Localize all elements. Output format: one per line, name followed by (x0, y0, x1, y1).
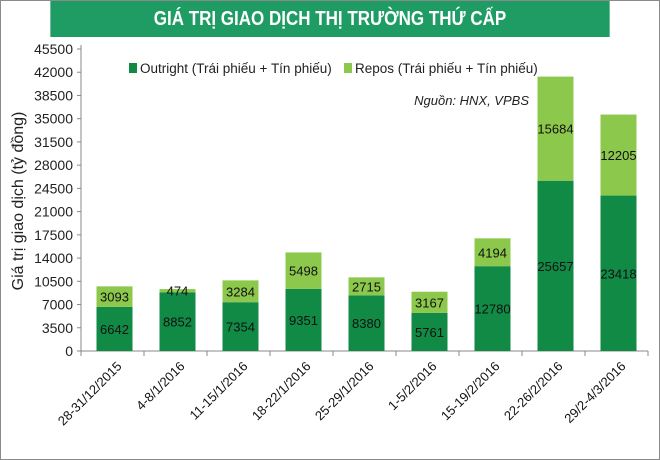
y-tick-label: 35000 (34, 111, 73, 127)
bar-outright (411, 312, 448, 351)
bar-repos (159, 289, 196, 293)
y-tick-label: 42000 (34, 64, 73, 80)
data-label: 3093 (100, 290, 129, 305)
y-tick-label: 45500 (34, 41, 73, 57)
legend-label: Outright (Trái phiếu + Tín phiếu) (140, 61, 332, 76)
bar-outright (537, 180, 574, 351)
data-label: 3167 (415, 295, 444, 310)
data-label: 23418 (600, 266, 636, 281)
x-tick-label: 4-8/1/2016 (133, 359, 188, 414)
data-label: 2715 (352, 279, 381, 294)
legend-swatch (344, 63, 352, 73)
data-label: 6642 (100, 322, 129, 337)
bar-repos (537, 76, 574, 181)
y-tick-label: 24500 (34, 180, 73, 196)
data-label: 8380 (352, 316, 381, 331)
x-tick-label: 28-31/12/2015 (55, 359, 125, 429)
data-label: 12780 (474, 302, 510, 317)
bar-outright (348, 295, 385, 351)
bar-outright (600, 195, 637, 351)
y-tick-label: 7000 (42, 297, 73, 313)
data-label: 3284 (226, 284, 255, 299)
x-tick-label: 1-5/2/2016 (385, 359, 440, 414)
legend-label: Repos (Trái phiếu + Tín phiếu) (355, 61, 538, 76)
bar-outright (159, 292, 196, 351)
bar-repos (285, 252, 322, 289)
data-label: 8852 (163, 315, 192, 330)
y-axis-label: Giá trị giao dịch (tỷ đồng) (10, 112, 27, 291)
bar-repos (222, 280, 259, 303)
y-tick-label: 17500 (34, 227, 73, 243)
x-tick-label: 15-19/2/2016 (438, 359, 503, 424)
y-tick-label: 0 (65, 343, 73, 359)
legend-swatch (129, 63, 137, 73)
data-label: 9351 (289, 313, 318, 328)
x-tick-label: 11-15/1/2016 (187, 359, 251, 423)
y-tick-label: 14000 (34, 250, 73, 266)
data-label: 474 (167, 284, 189, 299)
y-tick-label: 21000 (34, 204, 73, 220)
chart-title: GIÁ TRỊ GIAO DỊCH THỊ TRƯỜNG THỨ CẤP (50, 1, 610, 37)
bar-repos (348, 277, 385, 296)
bar-outright (222, 302, 259, 351)
data-label: 12205 (600, 148, 636, 163)
x-tick-label: 22-26/2/2016 (501, 359, 566, 424)
x-tick-label: 25-29/1/2016 (312, 359, 377, 424)
y-tick-label: 38500 (34, 87, 73, 103)
source-note: Nguồn: HNX, VPBS (414, 93, 529, 108)
y-tick-label: 3500 (42, 320, 73, 336)
bar-outright (96, 306, 133, 351)
bar-outright (474, 266, 511, 351)
bar-outright (285, 288, 322, 351)
y-tick-label: 10500 (34, 273, 73, 289)
bar-repos (411, 291, 448, 313)
bar-repos (96, 286, 133, 307)
y-tick-label: 31500 (34, 134, 73, 150)
x-tick-label: 29/2-4/3/2016 (561, 359, 628, 426)
data-label: 7354 (226, 320, 255, 335)
data-label: 4194 (478, 245, 507, 260)
bar-repos (474, 238, 511, 267)
data-label: 5498 (289, 264, 318, 279)
y-tick-label: 28000 (34, 157, 73, 173)
data-label: 25657 (537, 259, 573, 274)
x-tick-label: 18-22/1/2016 (249, 359, 314, 424)
data-label: 5761 (415, 325, 444, 340)
data-label: 15684 (537, 122, 573, 137)
bar-repos (600, 114, 637, 196)
